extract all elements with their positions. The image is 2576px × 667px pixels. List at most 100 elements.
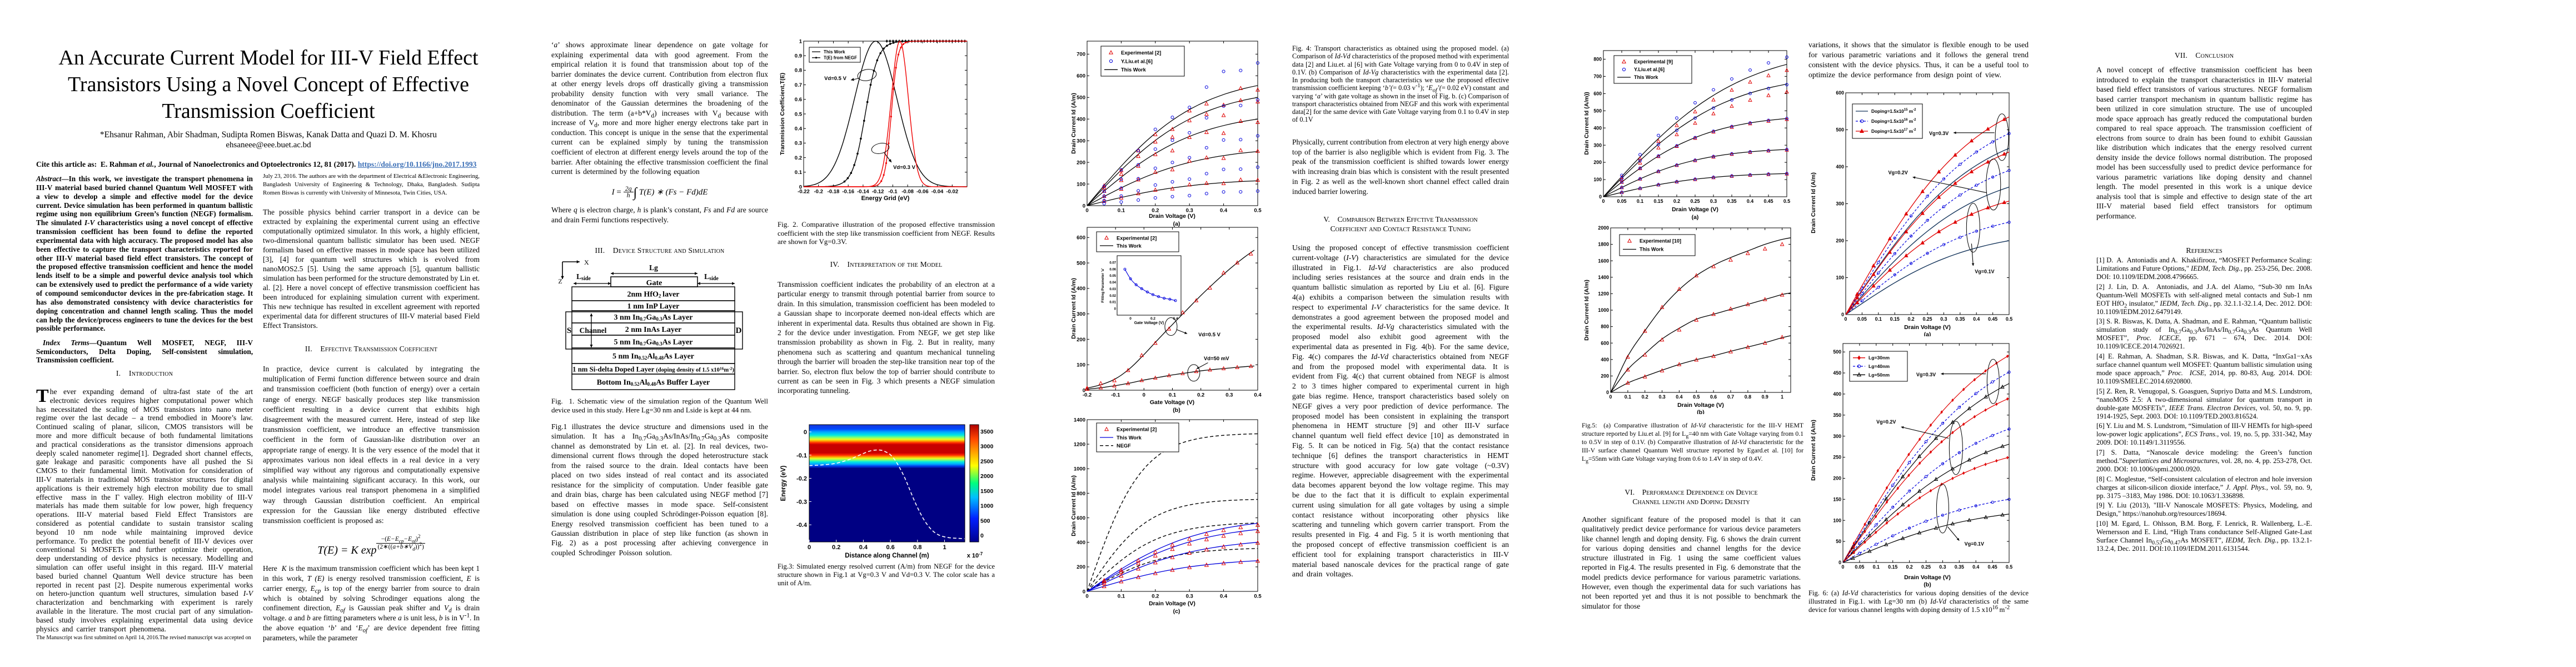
svg-text:0.25: 0.25 <box>1922 316 1932 322</box>
svg-text:0.4: 0.4 <box>1747 198 1753 204</box>
svg-text:Drain Current Id (A/m): Drain Current Id (A/m) <box>1583 280 1590 341</box>
svg-text:600: 600 <box>1593 91 1602 96</box>
svg-text:This Work: This Work <box>1640 247 1664 252</box>
svg-text:100: 100 <box>1833 517 1841 523</box>
svg-text:0.4: 0.4 <box>1973 316 1980 322</box>
svg-text:400: 400 <box>1836 164 1844 170</box>
svg-text:0.4: 0.4 <box>1220 594 1228 600</box>
svg-text:300: 300 <box>1833 434 1841 439</box>
svg-text:NEGF: NEGF <box>1117 443 1131 449</box>
svg-text:x 10-7: x 10-7 <box>967 551 983 559</box>
svg-text:1 nm Si-delta Doped Layer (dop: 1 nm Si-delta Doped Layer (doping densit… <box>572 366 734 374</box>
svg-text:1: 1 <box>943 544 946 551</box>
svg-text:-0.14: -0.14 <box>857 189 869 195</box>
svg-text:0.7: 0.7 <box>1727 394 1734 400</box>
svg-text:Lg: Lg <box>649 263 658 272</box>
svg-text:5 nm In0.7Ga0.3As Layer: 5 nm In0.7Ga0.3As Layer <box>614 339 693 347</box>
svg-text:100: 100 <box>1077 181 1085 187</box>
svg-text:700: 700 <box>1077 52 1085 58</box>
svg-text:600: 600 <box>1077 515 1085 521</box>
svg-text:0.5: 0.5 <box>1693 394 1700 400</box>
svg-text:Drain Current Id (A/m): Drain Current Id (A/m) <box>1810 420 1817 481</box>
svg-text:Z: Z <box>558 277 562 285</box>
svg-text:2nm HfO2 laver: 2nm HfO2 laver <box>627 291 679 299</box>
svg-text:Vd=50 mV: Vd=50 mV <box>1204 356 1229 362</box>
svg-text:This Work: This Work <box>1634 74 1658 80</box>
svg-text:Drain Current Id (A/m)): Drain Current Id (A/m)) <box>1583 92 1590 155</box>
svg-text:0.2: 0.2 <box>1673 198 1680 204</box>
svg-text:500: 500 <box>1833 349 1841 355</box>
svg-text:0.15: 0.15 <box>1890 316 1900 322</box>
svg-text:1800: 1800 <box>1598 242 1609 247</box>
svg-text:Experimental [2]: Experimental [2] <box>1117 235 1157 241</box>
svg-text:0.3: 0.3 <box>1225 392 1233 399</box>
svg-text:Drain Current Id (A/m): Drain Current Id (A/m) <box>1070 93 1077 154</box>
svg-text:3 nm In0.7Ga0.3As Layer: 3 nm In0.7Ga0.3As Layer <box>614 313 693 322</box>
svg-text:-0.06: -0.06 <box>916 189 929 195</box>
svg-text:0.1: 0.1 <box>1637 198 1643 204</box>
svg-text:0.1: 0.1 <box>795 170 803 176</box>
svg-text:1400: 1400 <box>1598 275 1609 280</box>
svg-text:Y.Liu.et al.[6]: Y.Liu.et al.[6] <box>1121 58 1153 64</box>
svg-text:-0.08: -0.08 <box>901 189 914 195</box>
svg-text:0.2: 0.2 <box>1150 317 1155 321</box>
svg-text:0.1: 0.1 <box>1873 564 1880 570</box>
svg-text:800: 800 <box>1077 491 1085 497</box>
svg-text:300: 300 <box>1593 142 1602 148</box>
svg-text:Drain Voltage (V): Drain Voltage (V) <box>1149 600 1195 607</box>
svg-text:0: 0 <box>808 544 811 551</box>
svg-text:1: 1 <box>1781 394 1783 400</box>
svg-text:0.04: 0.04 <box>1109 281 1116 285</box>
svg-text:0.2: 0.2 <box>1907 316 1914 322</box>
svg-text:0: 0 <box>799 184 802 190</box>
svg-text:1: 1 <box>799 38 803 44</box>
svg-text:0.01: 0.01 <box>1109 301 1116 305</box>
svg-text:0: 0 <box>1085 208 1088 214</box>
svg-text:0: 0 <box>1083 387 1085 394</box>
svg-text:600: 600 <box>1077 235 1085 241</box>
svg-text:-0.1: -0.1 <box>796 452 807 459</box>
svg-text:0.6: 0.6 <box>795 97 802 103</box>
svg-text:0: 0 <box>1606 390 1609 395</box>
svg-text:100: 100 <box>1077 362 1085 369</box>
svg-text:Gate: Gate <box>646 279 662 287</box>
svg-text:0: 0 <box>1610 394 1612 400</box>
svg-text:0.5: 0.5 <box>1783 198 1790 204</box>
svg-text:Lg=30nm: Lg=30nm <box>1869 355 1890 361</box>
svg-text:0.8: 0.8 <box>795 68 802 74</box>
svg-text:0.3: 0.3 <box>1710 198 1717 204</box>
svg-text:200: 200 <box>1077 337 1085 343</box>
svg-text:Gate Voltage (V): Gate Voltage (V) <box>1150 399 1194 406</box>
svg-text:500: 500 <box>1593 108 1602 113</box>
svg-text:700: 700 <box>1593 74 1602 79</box>
svg-text:0.06: 0.06 <box>1109 268 1116 271</box>
svg-text:Drain Current Id (A/m): Drain Current Id (A/m) <box>1070 475 1077 536</box>
svg-text:200: 200 <box>1077 564 1085 570</box>
svg-text:0: 0 <box>1085 594 1088 600</box>
svg-text:-0.12: -0.12 <box>872 189 884 195</box>
svg-text:0: 0 <box>1114 308 1117 311</box>
svg-text:2 nm InAs Layer: 2 nm InAs Layer <box>625 326 682 334</box>
svg-text:0.5: 0.5 <box>1254 594 1262 600</box>
svg-text:0.3: 0.3 <box>1658 394 1665 400</box>
svg-text:2000: 2000 <box>980 473 994 480</box>
svg-text:0.3: 0.3 <box>1940 316 1947 322</box>
svg-text:(b): (b) <box>1924 581 1931 588</box>
svg-text:T(E) from NEGF: T(E) from NEGF <box>824 56 857 61</box>
svg-text:Vd=0.5 V: Vd=0.5 V <box>824 76 847 82</box>
svg-text:0: 0 <box>1143 392 1145 399</box>
svg-text:0.1: 0.1 <box>1118 208 1125 214</box>
svg-text:0.5: 0.5 <box>2006 316 2012 322</box>
svg-text:X: X <box>584 258 589 266</box>
svg-text:0.2: 0.2 <box>1152 594 1159 600</box>
svg-text:0.03: 0.03 <box>1109 288 1116 291</box>
svg-text:Doping=1.5x1016 m-2: Doping=1.5x1016 m-2 <box>1871 118 1916 124</box>
svg-text:(a): (a) <box>1692 214 1699 221</box>
svg-text:This Work: This Work <box>1121 67 1147 73</box>
svg-text:0.35: 0.35 <box>1955 564 1964 570</box>
svg-text:This Work: This Work <box>1117 435 1142 440</box>
svg-text:Drain Voltage (V): Drain Voltage (V) <box>1677 402 1724 409</box>
svg-text:Vg=0.3V: Vg=0.3V <box>1929 131 1949 136</box>
svg-text:D: D <box>736 326 742 335</box>
svg-text:500: 500 <box>1077 95 1085 101</box>
